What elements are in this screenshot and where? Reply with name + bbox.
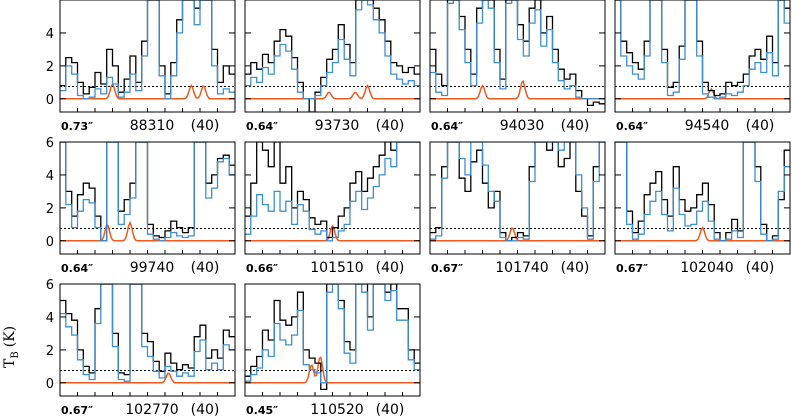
observed-spectrum	[245, 284, 420, 391]
y-tick-label: 0	[46, 235, 54, 250]
species-model-line	[60, 372, 235, 384]
model-spectrum	[430, 142, 605, 242]
spectrum-panel: 0 2 4 6 0.64″ 99740 (40)	[46, 136, 236, 276]
panel-frame	[614, 141, 791, 255]
panel-width-label: (40)	[561, 260, 590, 276]
y-axis-label-unit: (K)	[2, 326, 18, 347]
y-axis-label-sub: B	[10, 351, 21, 358]
panel-frequency-label: 101740	[495, 260, 548, 276]
y-tick-label: 6	[46, 278, 54, 293]
panel-resolution-label: 0.66″	[246, 262, 278, 275]
model-spectrum	[245, 284, 420, 384]
panel-width-label: (40)	[376, 402, 405, 418]
model-spectrum	[615, 0, 790, 100]
y-tick-label: 2	[46, 60, 54, 75]
y-tick-label: 4	[46, 311, 54, 326]
panel-resolution-label: 0.64″	[616, 120, 648, 133]
model-spectrum	[60, 0, 235, 100]
species-model-line	[615, 87, 790, 100]
model-spectrum	[60, 142, 235, 242]
panel-plot-area	[245, 0, 420, 112]
panel-frequency-label: 88310	[130, 118, 175, 134]
panel-frequency-label: 94540	[685, 118, 730, 134]
panel-frequency-label: 94030	[500, 118, 545, 134]
panel-frequency-label: 99740	[130, 260, 175, 276]
panel-width-label: (40)	[746, 260, 775, 276]
panel-plot-area	[245, 284, 420, 391]
spectrum-panel: 0.66″ 101510 (40)	[244, 141, 421, 276]
panel-plot-area	[430, 142, 605, 242]
panel-frequency-label: 102040	[680, 260, 733, 276]
panel-resolution-label: 0.67″	[61, 404, 93, 417]
panel-resolution-label: 0.64″	[246, 120, 278, 133]
y-tick-label: 0	[46, 93, 54, 108]
panel-resolution-label: 0.64″	[61, 262, 93, 275]
observed-spectrum	[430, 142, 605, 242]
panel-frequency-label: 93730	[315, 118, 360, 134]
panel-width-label: (40)	[376, 118, 405, 134]
spectrum-panel: 0 2 4 6 0.67″ 102770 (40)	[46, 278, 236, 418]
spectrum-panel: 0.67″ 102040 (40)	[614, 141, 791, 276]
model-spectrum	[245, 0, 420, 100]
model-spectrum	[245, 142, 420, 242]
species-model-line	[60, 220, 235, 242]
y-axis-label: TB (K)	[2, 326, 21, 368]
spectrum-panel: 0.45″ 110520 (40)	[244, 283, 421, 418]
y-tick-label: 4	[46, 169, 54, 184]
panel-resolution-label: 0.67″	[616, 262, 648, 275]
y-tick-label: 2	[46, 202, 54, 217]
species-model-line	[245, 224, 420, 242]
y-tick-label: 2	[46, 344, 54, 359]
spectrum-panel: 0.64″ 94030 (40)	[429, 0, 606, 134]
model-spectrum	[430, 0, 605, 100]
panel-frequency-label: 102770	[125, 402, 178, 418]
panels-layer: 0 2 4 0.73″ 88310 (40) 0.64″ 93730 (40) 0.64″ 9403…	[46, 0, 791, 418]
spectrum-panel: 0.64″ 94540 (40)	[614, 0, 791, 134]
observed-spectrum	[60, 0, 235, 95]
spectrum-panel: 0.67″ 101740 (40)	[429, 141, 606, 276]
panel-frequency-label: 101510	[310, 260, 363, 276]
panel-resolution-label: 0.67″	[431, 262, 463, 275]
species-model-line	[615, 226, 790, 242]
panel-plot-area	[615, 142, 790, 242]
species-model-line	[430, 80, 605, 100]
panel-resolution-label: 0.64″	[431, 120, 463, 133]
y-tick-label: 4	[46, 27, 54, 42]
spectrum-panel: 0 2 4 0.73″ 88310 (40)	[46, 0, 236, 134]
y-tick-label: 6	[46, 136, 54, 151]
panel-width-label: (40)	[561, 118, 590, 134]
y-tick-label: 0	[46, 377, 54, 392]
y-axis-label-main: T	[2, 358, 18, 368]
panel-plot-area	[60, 0, 235, 100]
species-model-line	[245, 356, 420, 384]
panel-frequency-label: 110520	[310, 402, 363, 418]
panel-width-label: (40)	[191, 260, 220, 276]
species-model-line	[245, 84, 420, 100]
model-spectrum	[615, 142, 790, 242]
observed-spectrum	[245, 142, 420, 239]
panel-width-label: (40)	[191, 118, 220, 134]
panel-width-label: (40)	[376, 260, 405, 276]
observed-spectrum	[615, 142, 790, 242]
panel-resolution-label: 0.73″	[61, 120, 93, 133]
panel-plot-area	[60, 142, 235, 242]
panel-plot-area	[615, 0, 790, 100]
panel-plot-area	[430, 0, 605, 107]
panel-width-label: (40)	[191, 402, 220, 418]
spectrum-panel: 0.64″ 93730 (40)	[244, 0, 421, 134]
observed-spectrum	[615, 0, 790, 97]
observed-spectrum	[245, 0, 420, 112]
panel-width-label: (40)	[746, 118, 775, 134]
panel-plot-area	[245, 142, 420, 242]
panel-resolution-label: 0.45″	[246, 404, 278, 417]
observed-spectrum	[60, 284, 235, 376]
model-spectrum	[60, 284, 235, 382]
panel-plot-area	[60, 284, 235, 384]
